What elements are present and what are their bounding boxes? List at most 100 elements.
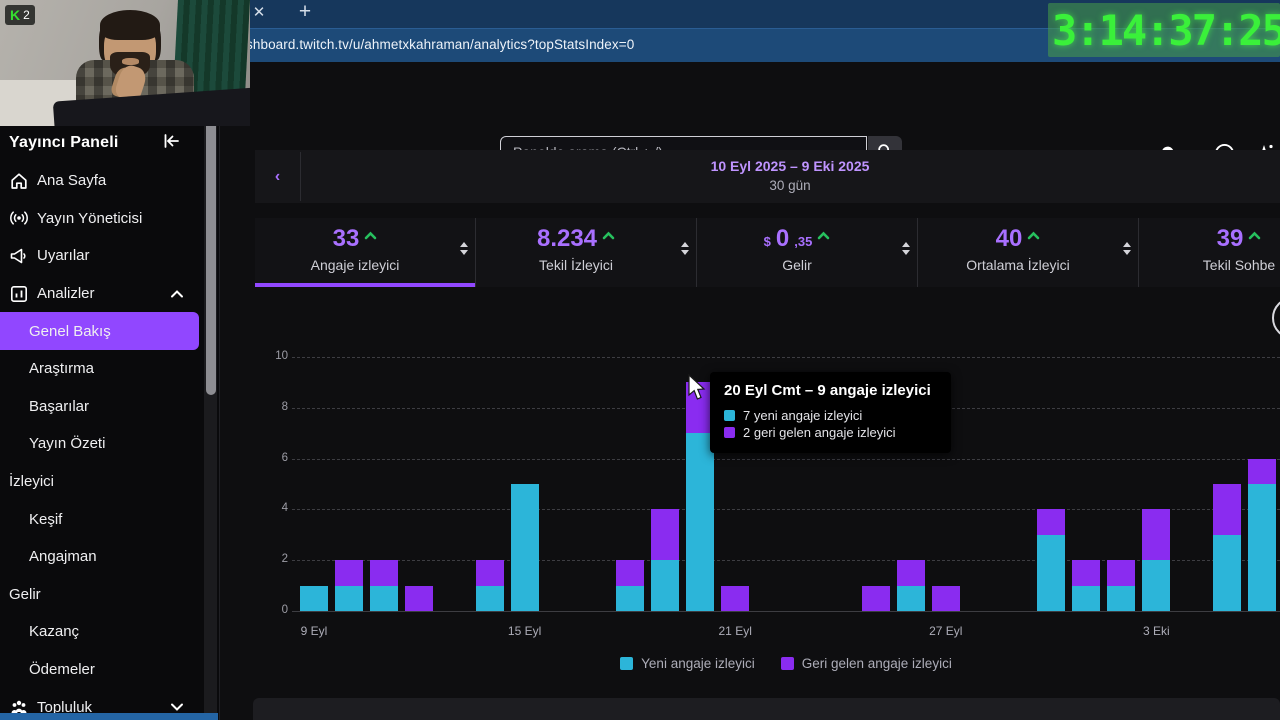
- bar-returning-11-eyl[interactable]: [370, 560, 399, 586]
- sidebar-item-label: İzleyici: [9, 473, 55, 491]
- sidebar-item-topluluk[interactable]: Topluluk: [0, 688, 200, 720]
- bar-new-11-eyl[interactable]: [370, 585, 399, 611]
- sidebar-item-odemeler[interactable]: Ödemeler: [0, 651, 200, 689]
- sidebar-item-analizler[interactable]: Analizler: [0, 275, 200, 313]
- bar-returning-3-eki[interactable]: [1142, 509, 1171, 561]
- bar-returning-5-eki[interactable]: [1212, 484, 1241, 535]
- bar-new-6-eki[interactable]: [1247, 484, 1276, 611]
- y-axis-tick: 8: [281, 400, 288, 413]
- stream-timer-overlay: 3:14:37:25: [1048, 3, 1280, 57]
- collapse-sidebar-icon[interactable]: [162, 131, 182, 156]
- tooltip-swatch-new: [724, 410, 735, 421]
- tooltip-row-returning: 2 geri gelen angaje izleyici: [743, 425, 896, 440]
- badge-count: 2: [23, 8, 30, 22]
- sidebar-item-ana-sayfa[interactable]: Ana Sayfa: [0, 162, 200, 200]
- sidebar-item-gelir[interactable]: Gelir: [0, 576, 200, 614]
- trend-up-icon: [1027, 227, 1040, 245]
- sidebar: Yayıncı Paneli Ana Sayfa Yayın Yöneticisi…: [0, 62, 220, 720]
- x-axis-tick: 15 Eyl: [507, 624, 542, 638]
- sidebar-item-kazanc[interactable]: Kazanç: [0, 613, 200, 651]
- url-text[interactable]: shboard.twitch.tv/u/ahmetxkahraman/analy…: [246, 37, 635, 52]
- bar-returning-10-eyl[interactable]: [335, 560, 364, 586]
- stat-sort-stepper-icon[interactable]: [1123, 242, 1131, 255]
- bar-returning-30-eyl[interactable]: [1037, 509, 1066, 535]
- bar-new-1-eki[interactable]: [1072, 585, 1101, 611]
- legend-swatch: [620, 657, 634, 670]
- y-axis-tick: 0: [281, 604, 288, 616]
- sidebar-item-genel-bakis[interactable]: Genel Bakış: [0, 312, 199, 350]
- bar-returning-25-eyl[interactable]: [861, 585, 890, 611]
- bar-returning-2-eki[interactable]: [1107, 560, 1136, 586]
- stat-card-tekil-sohbe[interactable]: 39 Tekil Sohbe: [1139, 218, 1280, 287]
- legend-label: Geri gelen angaje izleyici: [801, 656, 952, 671]
- bar-returning-21-eyl[interactable]: [721, 585, 750, 611]
- trend-up-icon: [1248, 227, 1261, 245]
- gridline: [292, 357, 1280, 358]
- date-range-bar: ‹ 10 Eyl 2025 – 9 Eki 2025 30 gün: [255, 150, 1280, 203]
- stat-sort-stepper-icon[interactable]: [460, 242, 468, 255]
- bar-new-18-eyl[interactable]: [615, 585, 644, 611]
- stat-label: Tekil Sohbe: [1202, 257, 1276, 273]
- sidebar-item-basarilar[interactable]: Başarılar: [0, 388, 200, 426]
- bar-returning-27-eyl[interactable]: [931, 585, 960, 611]
- bar-new-19-eyl[interactable]: [651, 560, 679, 611]
- bar-new-9-eyl[interactable]: [300, 585, 328, 611]
- stat-value: 8.234: [536, 225, 598, 252]
- stat-label: Gelir: [782, 257, 812, 273]
- sidebar-item-angajman[interactable]: Angajman: [0, 538, 200, 576]
- x-axis-tick: 3 Eki: [1143, 624, 1170, 638]
- y-axis-tick: 2: [281, 553, 288, 566]
- sidebar-item-yayin-ozeti[interactable]: Yayın Özeti: [0, 425, 200, 463]
- bar-new-20-eyl[interactable]: [686, 433, 715, 611]
- sidebar-item-label: Kazanç: [29, 623, 80, 641]
- date-range-label[interactable]: 10 Eyl 2025 – 9 Eki 2025: [710, 158, 870, 174]
- stat-card-tekil-i-zleyici[interactable]: 8.234 Tekil İzleyici: [476, 218, 697, 287]
- sidebar-item-uyarilar[interactable]: Uyarılar: [0, 237, 200, 275]
- stat-value: 0: [775, 225, 790, 252]
- sidebar-item-i-zleyici[interactable]: İzleyici: [0, 463, 200, 501]
- bar-returning-18-eyl[interactable]: [615, 560, 644, 586]
- close-tab-icon[interactable]: ✕: [252, 4, 266, 21]
- legend-label: Yeni angaje izleyici: [641, 656, 755, 671]
- bar-new-5-eki[interactable]: [1212, 534, 1241, 611]
- bar-new-10-eyl[interactable]: [335, 585, 364, 611]
- stat-card-angaje-izleyici[interactable]: 33 Angaje izleyici: [255, 218, 476, 287]
- sidebar-item-label: Genel Bakış: [29, 322, 111, 340]
- trend-up-icon: [364, 227, 377, 245]
- bar-returning-26-eyl[interactable]: [896, 560, 925, 586]
- sidebar-item-label: Analizler: [37, 285, 95, 303]
- home-icon: [9, 171, 29, 191]
- y-axis-tick: 10: [275, 350, 288, 362]
- bar-new-2-eki[interactable]: [1107, 585, 1136, 611]
- bar-returning-19-eyl[interactable]: [651, 509, 679, 561]
- stat-sort-stepper-icon[interactable]: [681, 242, 689, 255]
- megaphone-icon: [9, 246, 29, 266]
- stats-next-button[interactable]: [1272, 297, 1280, 339]
- bar-returning-14-eyl[interactable]: [475, 560, 504, 586]
- gridline: [292, 560, 1280, 562]
- stat-label: Angaje izleyici: [310, 257, 400, 273]
- sidebar-item-kesif[interactable]: Keşif: [0, 500, 200, 538]
- bar-new-14-eyl[interactable]: [475, 585, 504, 611]
- y-axis-tick: 6: [281, 451, 288, 464]
- bar-returning-6-eki[interactable]: [1247, 458, 1276, 484]
- bar-new-30-eyl[interactable]: [1037, 534, 1066, 611]
- chart-tooltip: 20 Eyl Cmt – 9 angaje izleyici 7 yeni an…: [710, 372, 951, 453]
- sidebar-scrollbar-thumb[interactable]: [205, 75, 216, 395]
- sidebar-item-label: Keşif: [29, 510, 63, 528]
- sidebar-item-arastirma[interactable]: Araştırma: [0, 350, 200, 388]
- x-axis-tick: 21 Eyl: [718, 624, 752, 638]
- bar-new-15-eyl[interactable]: [510, 484, 539, 611]
- bar-new-3-eki[interactable]: [1142, 560, 1171, 611]
- stat-card-ortalama-i-zleyici[interactable]: 40 Ortalama İzleyici: [918, 218, 1139, 287]
- previous-period-chevron-icon[interactable]: ‹: [274, 167, 281, 185]
- bar-new-26-eyl[interactable]: [896, 585, 925, 611]
- bar-returning-12-eyl[interactable]: [405, 585, 434, 611]
- broadcast-icon: [9, 208, 29, 228]
- sidebar-item-label: Uyarılar: [37, 247, 90, 265]
- stat-sort-stepper-icon[interactable]: [902, 242, 910, 255]
- new-tab-icon[interactable]: +: [298, 0, 312, 23]
- bar-returning-1-eki[interactable]: [1072, 560, 1101, 586]
- stat-card-gelir[interactable]: $0 ,35 Gelir: [697, 218, 918, 287]
- sidebar-item-yayin-yoneticisi[interactable]: Yayın Yöneticisi: [0, 200, 200, 238]
